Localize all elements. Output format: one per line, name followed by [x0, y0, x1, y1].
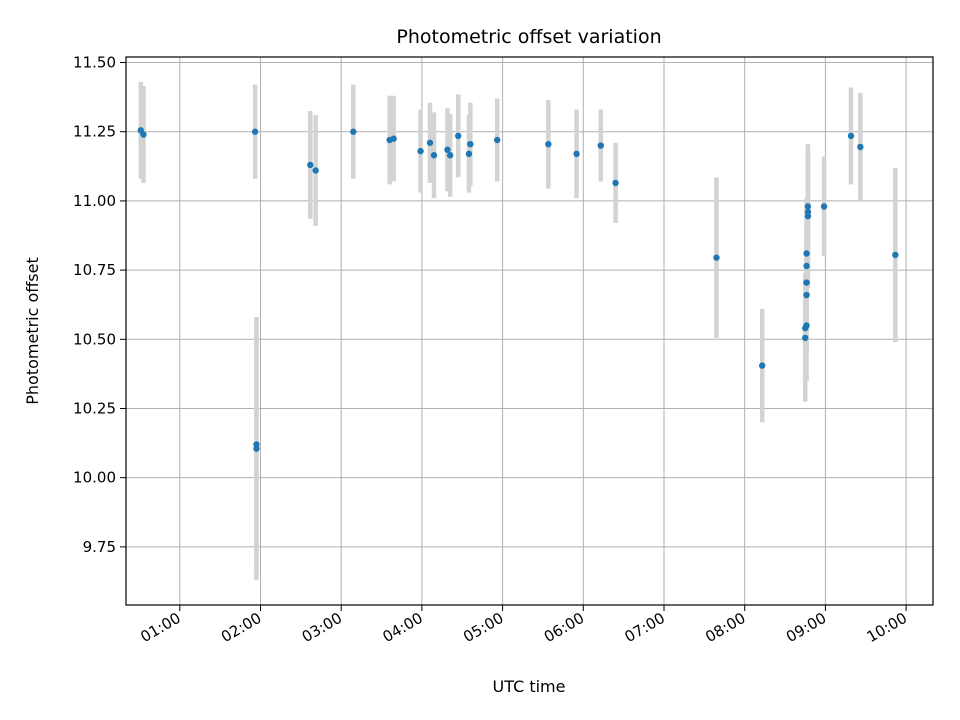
grid: [126, 57, 933, 605]
data-point: [417, 147, 424, 155]
data-point: [467, 140, 474, 148]
data-point: [444, 146, 451, 153]
data-point: [803, 291, 810, 299]
y-axis-label: Photometric offset: [23, 257, 42, 405]
data-point: [847, 132, 855, 140]
data-point: [312, 167, 319, 174]
data-point: [804, 208, 812, 216]
data-point: [803, 279, 810, 286]
data-point: [803, 262, 810, 270]
data-point: [426, 139, 434, 146]
data-point: [857, 143, 864, 151]
data-point: [253, 441, 260, 448]
data-point: [494, 136, 501, 144]
y-tick-label: 9.75: [83, 538, 116, 556]
data-point: [573, 150, 580, 158]
plot-frame: [125, 56, 934, 606]
data-point: [803, 322, 810, 329]
chart-title: Photometric offset variation: [396, 26, 661, 48]
data-point: [455, 132, 462, 140]
data-point: [804, 203, 812, 210]
data-point: [545, 140, 552, 148]
data-point: [465, 150, 473, 158]
data-point: [251, 128, 259, 135]
data-point: [612, 179, 619, 187]
y-tick-label: 10.25: [73, 399, 116, 417]
y-tick-label: 10.75: [73, 261, 116, 279]
data-point: [758, 362, 766, 369]
data-point: [802, 334, 809, 342]
data-point: [713, 254, 720, 261]
y-axis: 9.75 10.00 10.25 10.50 10.75 11.00 11.25 11.50: [73, 54, 126, 556]
data-point: [446, 152, 454, 159]
data-point: [307, 161, 314, 169]
data-point: [430, 152, 438, 159]
data-point: [350, 128, 357, 135]
x-axis-label: UTC time: [493, 677, 566, 696]
data-point: [803, 250, 810, 257]
data-points: [137, 127, 899, 452]
data-point: [390, 135, 397, 142]
data-point: [140, 131, 147, 138]
data-point: [597, 142, 604, 149]
y-tick-label: 10.50: [73, 330, 116, 348]
y-tick-label: 11.00: [73, 192, 116, 210]
y-tick-label: 11.50: [73, 54, 116, 72]
data-point: [820, 203, 828, 210]
data-point: [892, 251, 899, 259]
y-tick-label: 11.25: [73, 123, 116, 141]
y-tick-label: 10.00: [73, 469, 116, 487]
